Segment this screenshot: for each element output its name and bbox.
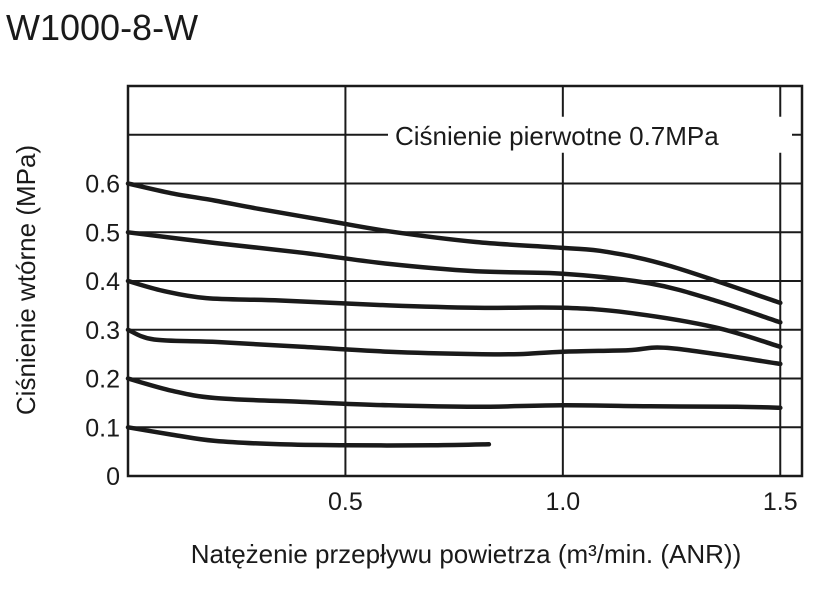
- y-tick-labels: 0 0.1 0.2 0.3 0.4 0.5 0.6: [85, 171, 120, 492]
- y-tick-label: 0.1: [85, 414, 120, 442]
- y-tick-label: 0: [106, 463, 120, 491]
- series-line-5: [125, 425, 492, 448]
- y-tick-label: 0.3: [85, 317, 120, 345]
- x-tick-label: 1.0: [545, 488, 580, 516]
- annotation-text: Ciśnienie pierwotne 0.7MPa: [395, 121, 719, 151]
- y-tick-label: 0.2: [85, 366, 120, 394]
- y-axis-label: Ciśnienie wtórne (MPa): [11, 145, 41, 415]
- y-tick-label: 0.4: [85, 268, 120, 296]
- chart-title: W1000-8-W: [6, 7, 198, 48]
- annotation-background: [388, 116, 792, 153]
- annotation-group: Ciśnienie pierwotne 0.7MPa: [388, 116, 792, 153]
- series-lines: [125, 181, 783, 448]
- x-tick-label: 1.5: [763, 488, 798, 516]
- plot-frame: [126, 84, 804, 478]
- x-tick-label: 0.5: [328, 488, 363, 516]
- series-line-4: [125, 376, 783, 411]
- x-axis-label: Natężenie przepływu powietrza (m³/min. (…: [191, 539, 741, 569]
- series-line-2: [125, 278, 783, 350]
- y-tick-label: 0.5: [85, 219, 120, 247]
- series-line-1: [125, 230, 783, 325]
- series-line-0: [125, 181, 783, 306]
- series-line-3: [125, 327, 783, 367]
- x-tick-labels: 0.5 1.0 1.5: [328, 488, 798, 516]
- y-tick-label: 0.6: [85, 171, 120, 199]
